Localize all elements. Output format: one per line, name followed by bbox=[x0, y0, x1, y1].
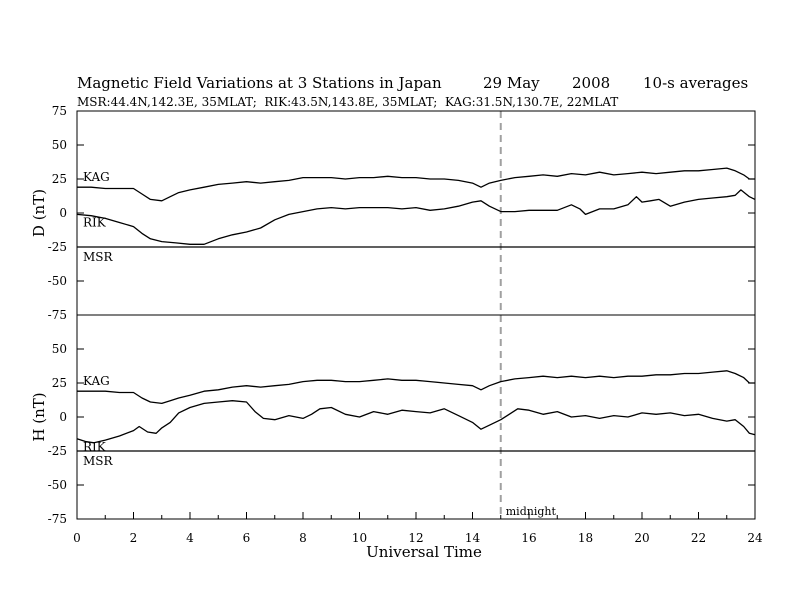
x-axis-title: Universal Time bbox=[366, 543, 482, 561]
y-tick-label: -25 bbox=[48, 444, 67, 458]
y-tick-label: 0 bbox=[59, 206, 67, 220]
y-tick-label: 25 bbox=[52, 376, 67, 390]
y-tick-label: 75 bbox=[52, 104, 67, 118]
series-rik-h bbox=[76, 400, 756, 444]
x-tick-label: 4 bbox=[186, 531, 194, 545]
panel-d-declination: 75 50 25 0 -25 -50 -75 D (nT) KAG RIK MSR bbox=[30, 104, 756, 322]
x-tick-label: 24 bbox=[747, 531, 763, 545]
station-label-kag: KAG bbox=[83, 170, 110, 184]
station-coordinates: MSR:44.4N,142.3E, 35MLAT; RIK:43.5N,143.… bbox=[77, 95, 618, 109]
y-tick-label: -75 bbox=[48, 308, 67, 322]
chart-title: Magnetic Field Variations at 3 Stations … bbox=[77, 74, 442, 92]
y-tick-label: 0 bbox=[59, 410, 67, 424]
x-tick-label: 10 bbox=[352, 531, 367, 545]
x-axis: 0 2 4 6 8 10 12 14 16 18 20 22 24 bbox=[73, 512, 763, 545]
x-tick-label: 18 bbox=[578, 531, 593, 545]
y-tick-label: 50 bbox=[52, 342, 67, 356]
y-tick-label: -75 bbox=[48, 512, 67, 526]
y-axis-title-h: H (nT) bbox=[30, 392, 48, 441]
series-rik-d bbox=[76, 189, 756, 245]
series-kag-d bbox=[77, 167, 755, 202]
y-tick-label: -50 bbox=[48, 274, 67, 288]
midnight-label: midnight bbox=[506, 505, 557, 518]
station-label-kag: KAG bbox=[83, 374, 110, 388]
y-tick-label: -50 bbox=[48, 478, 67, 492]
x-tick-label: 16 bbox=[521, 531, 536, 545]
y-tick-label: 25 bbox=[52, 172, 67, 186]
series-kag-h bbox=[77, 370, 755, 405]
panel-frame-d bbox=[76, 110, 756, 316]
station-label-rik: RIK bbox=[83, 215, 107, 229]
x-tick-label: 22 bbox=[691, 531, 706, 545]
station-label-rik: RIK bbox=[83, 440, 107, 454]
x-tick-label: 20 bbox=[634, 531, 649, 545]
y-tick-label: 50 bbox=[52, 138, 67, 152]
x-tick-label: 2 bbox=[130, 531, 138, 545]
y-tick-label: -25 bbox=[48, 240, 67, 254]
x-tick-label: 0 bbox=[73, 531, 81, 545]
y-axis-title-d: D (nT) bbox=[30, 189, 48, 237]
station-label-msr: MSR bbox=[83, 250, 114, 264]
station-label-msr: MSR bbox=[83, 454, 114, 468]
chart-year: 2008 bbox=[572, 74, 610, 92]
panel-frame-h bbox=[76, 314, 756, 520]
x-tick-label: 8 bbox=[299, 531, 307, 545]
chart-date: 29 May bbox=[483, 74, 540, 92]
x-tick-label: 6 bbox=[243, 531, 251, 545]
chart-averaging: 10-s averages bbox=[643, 74, 748, 92]
x-tick-label: 14 bbox=[465, 531, 481, 545]
x-tick-label: 12 bbox=[408, 531, 423, 545]
